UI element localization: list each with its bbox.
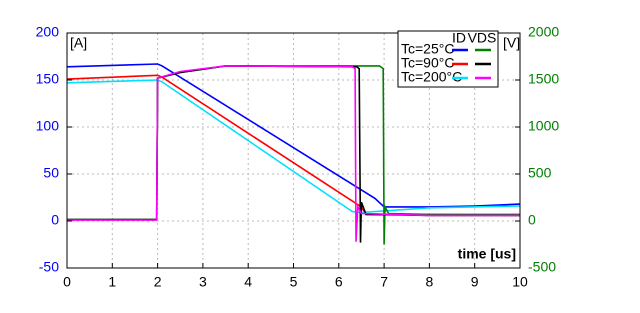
data-line: [67, 65, 520, 242]
x-tick-label: 6: [335, 274, 343, 290]
x-axis-label: time [us]: [458, 246, 516, 262]
legend-label: Tc=90°C: [401, 55, 454, 71]
legend-column-header: ID: [452, 30, 466, 46]
y2-tick-label: 0: [528, 212, 536, 228]
y2-tick-label: 1500: [528, 71, 559, 87]
x-tick-label: 4: [244, 274, 252, 290]
legend-label: Tc=200°C: [401, 69, 462, 85]
plot-frame: [66, 32, 521, 269]
y-tick-label: 0: [51, 212, 59, 228]
legend: ID VDS Tc=25°CTc=90°CTc=200°C: [397, 30, 499, 88]
x-tick-label: 2: [154, 274, 162, 290]
x-tick-label: 9: [471, 274, 479, 290]
data-line: [66, 63, 521, 208]
y-tick-label: -50: [39, 259, 59, 275]
y2-tick-label: 500: [528, 165, 552, 181]
x-tick-label: 0: [63, 274, 71, 290]
y2-axis-label: [V]: [503, 35, 520, 51]
y-tick-label: 100: [36, 118, 60, 134]
x-tick-label: 1: [108, 274, 116, 290]
y-tick-label: 150: [36, 71, 60, 87]
x-tick-label: 3: [199, 274, 207, 290]
y2-tick-label: 2000: [528, 24, 559, 40]
y-tick-label: 200: [36, 24, 60, 40]
y2-tick-label: 1000: [528, 118, 559, 134]
x-tick-label: 8: [426, 274, 434, 290]
y-axis-label: [A]: [70, 35, 87, 51]
legend-column-header: VDS: [468, 30, 497, 46]
y-tick-label: 50: [43, 165, 59, 181]
data-line: [67, 65, 520, 245]
x-tick-label: 10: [512, 274, 528, 290]
y2-tick-label: -500: [528, 259, 556, 275]
legend-label: Tc=25°C: [401, 41, 454, 57]
x-tick-label: 7: [380, 274, 388, 290]
plot-layer: [66, 32, 521, 269]
x-tick-label: 5: [290, 274, 298, 290]
